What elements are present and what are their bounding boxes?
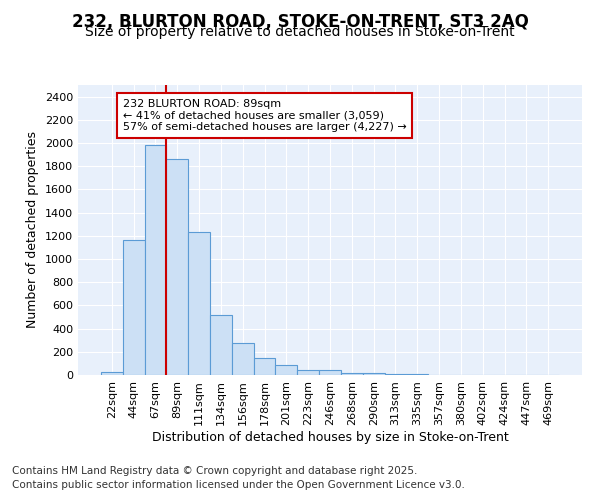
Bar <box>319 370 341 375</box>
Bar <box>363 374 385 375</box>
Bar <box>166 159 188 375</box>
Bar <box>123 240 145 375</box>
Text: Contains HM Land Registry data © Crown copyright and database right 2025.: Contains HM Land Registry data © Crown c… <box>12 466 418 476</box>
X-axis label: Distribution of detached houses by size in Stoke-on-Trent: Distribution of detached houses by size … <box>152 430 508 444</box>
Bar <box>101 372 123 375</box>
Text: 232, BLURTON ROAD, STOKE-ON-TRENT, ST3 2AQ: 232, BLURTON ROAD, STOKE-ON-TRENT, ST3 2… <box>71 12 529 30</box>
Bar <box>188 232 210 375</box>
Text: Contains public sector information licensed under the Open Government Licence v3: Contains public sector information licen… <box>12 480 465 490</box>
Bar <box>406 374 428 375</box>
Bar <box>275 364 297 375</box>
Text: 232 BLURTON ROAD: 89sqm
← 41% of detached houses are smaller (3,059)
57% of semi: 232 BLURTON ROAD: 89sqm ← 41% of detache… <box>123 99 406 132</box>
Bar <box>385 374 406 375</box>
Y-axis label: Number of detached properties: Number of detached properties <box>26 132 40 328</box>
Text: Size of property relative to detached houses in Stoke-on-Trent: Size of property relative to detached ho… <box>85 25 515 39</box>
Bar <box>341 372 363 375</box>
Bar <box>210 314 232 375</box>
Bar <box>232 343 254 375</box>
Bar <box>254 358 275 375</box>
Bar <box>297 370 319 375</box>
Bar <box>145 146 166 375</box>
